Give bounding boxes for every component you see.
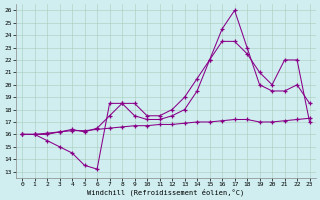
X-axis label: Windchill (Refroidissement éolien,°C): Windchill (Refroidissement éolien,°C) — [87, 188, 244, 196]
